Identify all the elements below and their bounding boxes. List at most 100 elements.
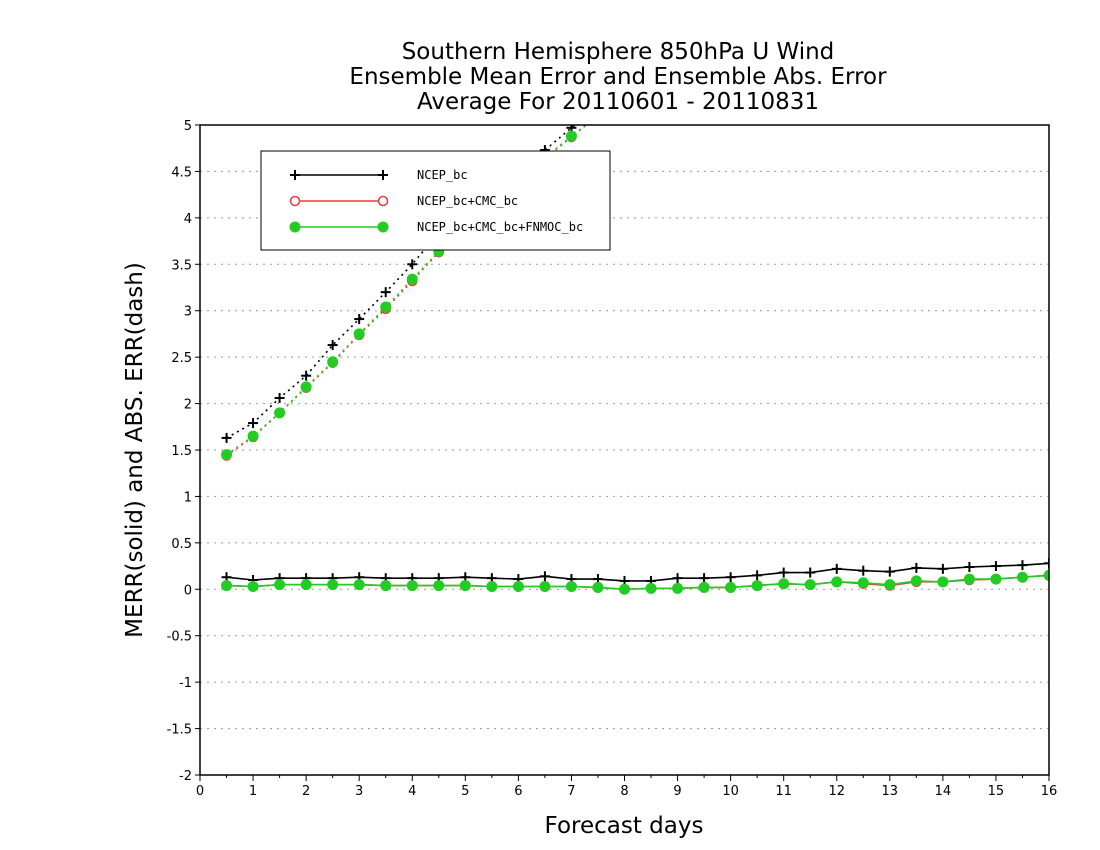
merr-point (964, 562, 975, 572)
y-tick-label: 1.5 (171, 444, 192, 459)
abs-err-point (354, 314, 365, 325)
legend-label: NCEP_bc (417, 168, 468, 182)
merr-point (937, 563, 948, 574)
abs-err-point (565, 130, 577, 142)
y-axis-label: MERR(solid) and ABS. ERR(dash) (122, 262, 148, 638)
x-tick-label: 9 (673, 784, 681, 799)
y-tick-label: 1 (184, 490, 192, 505)
abs-err-point (406, 273, 418, 285)
y-tick-label: -1.5 (167, 723, 192, 738)
merr-point (725, 572, 736, 583)
merr-point (910, 575, 922, 587)
title-line-2: Ensemble Mean Error and Ensemble Abs. Er… (349, 64, 887, 90)
x-tick-label: 16 (1041, 784, 1058, 799)
merr-point (778, 578, 790, 590)
legend-marker (377, 195, 389, 207)
abs-err-point (407, 259, 418, 270)
merr-line-0 (226, 562, 1049, 582)
abs-err-point (247, 430, 259, 442)
abs-err-point (221, 432, 232, 443)
abs-err-point (327, 356, 339, 368)
abs-err-point (327, 340, 338, 351)
x-tick-label: 10 (722, 784, 739, 799)
merr-point (937, 576, 949, 588)
x-tick-label: 6 (514, 784, 522, 799)
abs-err-point (353, 328, 365, 340)
legend-marker (378, 170, 388, 180)
abs-err-point (221, 449, 233, 461)
y-tick-label: -0.5 (167, 630, 192, 645)
y-tick-label: 4 (184, 212, 192, 227)
merr-point (778, 567, 789, 578)
abs-err-point (380, 287, 391, 298)
merr-point (752, 570, 763, 581)
merr-point (433, 580, 445, 592)
x-tick-label: 8 (620, 784, 628, 799)
x-tick-label: 3 (355, 784, 363, 799)
y-tick-label: 0 (184, 583, 192, 598)
legend-marker (377, 221, 389, 233)
merr-point (380, 580, 392, 592)
merr-point (459, 580, 471, 592)
merr-point (911, 562, 922, 573)
abs-err-point (301, 370, 312, 381)
legend-marker (290, 170, 300, 180)
merr-point (539, 581, 551, 592)
legend-marker (289, 195, 301, 207)
x-tick-label: 4 (408, 784, 416, 799)
legend-label: NCEP_bc+CMC_bc (417, 194, 518, 208)
merr-point (672, 573, 683, 584)
merr-point (353, 579, 365, 591)
merr-point (858, 565, 869, 576)
merr-point (539, 571, 550, 582)
merr-point (645, 582, 657, 594)
y-tick-label: 5 (184, 119, 192, 134)
merr-point (1016, 571, 1028, 583)
grid-lines (200, 170, 1049, 730)
merr-point (990, 561, 1001, 572)
x-tick-label: 15 (988, 784, 1005, 799)
merr-point (804, 579, 816, 591)
merr-point (698, 581, 710, 593)
merr-point (725, 581, 737, 593)
merr-point (884, 566, 895, 577)
merr-point (1043, 569, 1049, 581)
merr-point (327, 579, 339, 591)
merr-point (247, 581, 259, 592)
x-tick-label: 1 (249, 784, 257, 799)
legend: NCEP_bc NCEP_bc+CMC_bc NCEP_bc+CMC_bc+FNMO… (260, 150, 611, 251)
merr-point (672, 582, 684, 594)
merr-point (751, 580, 763, 592)
merr-point (619, 583, 630, 595)
legend-label: NCEP_bc+CMC_bc+FNMOC_bc (417, 220, 583, 234)
x-tick-label: 13 (882, 784, 899, 799)
merr-point (221, 580, 233, 592)
x-axis-label: Forecast days (545, 813, 704, 839)
x-tick-label: 5 (461, 784, 469, 799)
merr-point (592, 581, 604, 593)
abs-err-point (300, 381, 312, 393)
y-tick-label: 3 (184, 305, 192, 320)
merr-point (406, 580, 418, 592)
merr-point (990, 573, 1002, 585)
merr-point (857, 577, 869, 589)
abs-err-point (248, 418, 259, 429)
legend-marker (289, 221, 301, 233)
x-tick-label: 0 (196, 784, 204, 799)
merr-point (300, 579, 312, 591)
merr-point (274, 579, 286, 591)
merr-point (805, 567, 816, 578)
y-tick-label: 2 (184, 398, 192, 413)
x-tick-label: 2 (302, 784, 310, 799)
merr-point (486, 581, 498, 592)
y-tick-label: 0.5 (171, 537, 192, 552)
merr-point (884, 579, 896, 591)
y-tick-label: -1 (179, 676, 192, 691)
merr-point (831, 576, 843, 588)
x-tick-label: 11 (775, 784, 792, 799)
merr-point (963, 573, 975, 585)
legend-box (260, 150, 611, 251)
abs-err-point (274, 407, 286, 419)
merr-point (1017, 560, 1028, 571)
y-tick-label: 4.5 (171, 165, 192, 180)
